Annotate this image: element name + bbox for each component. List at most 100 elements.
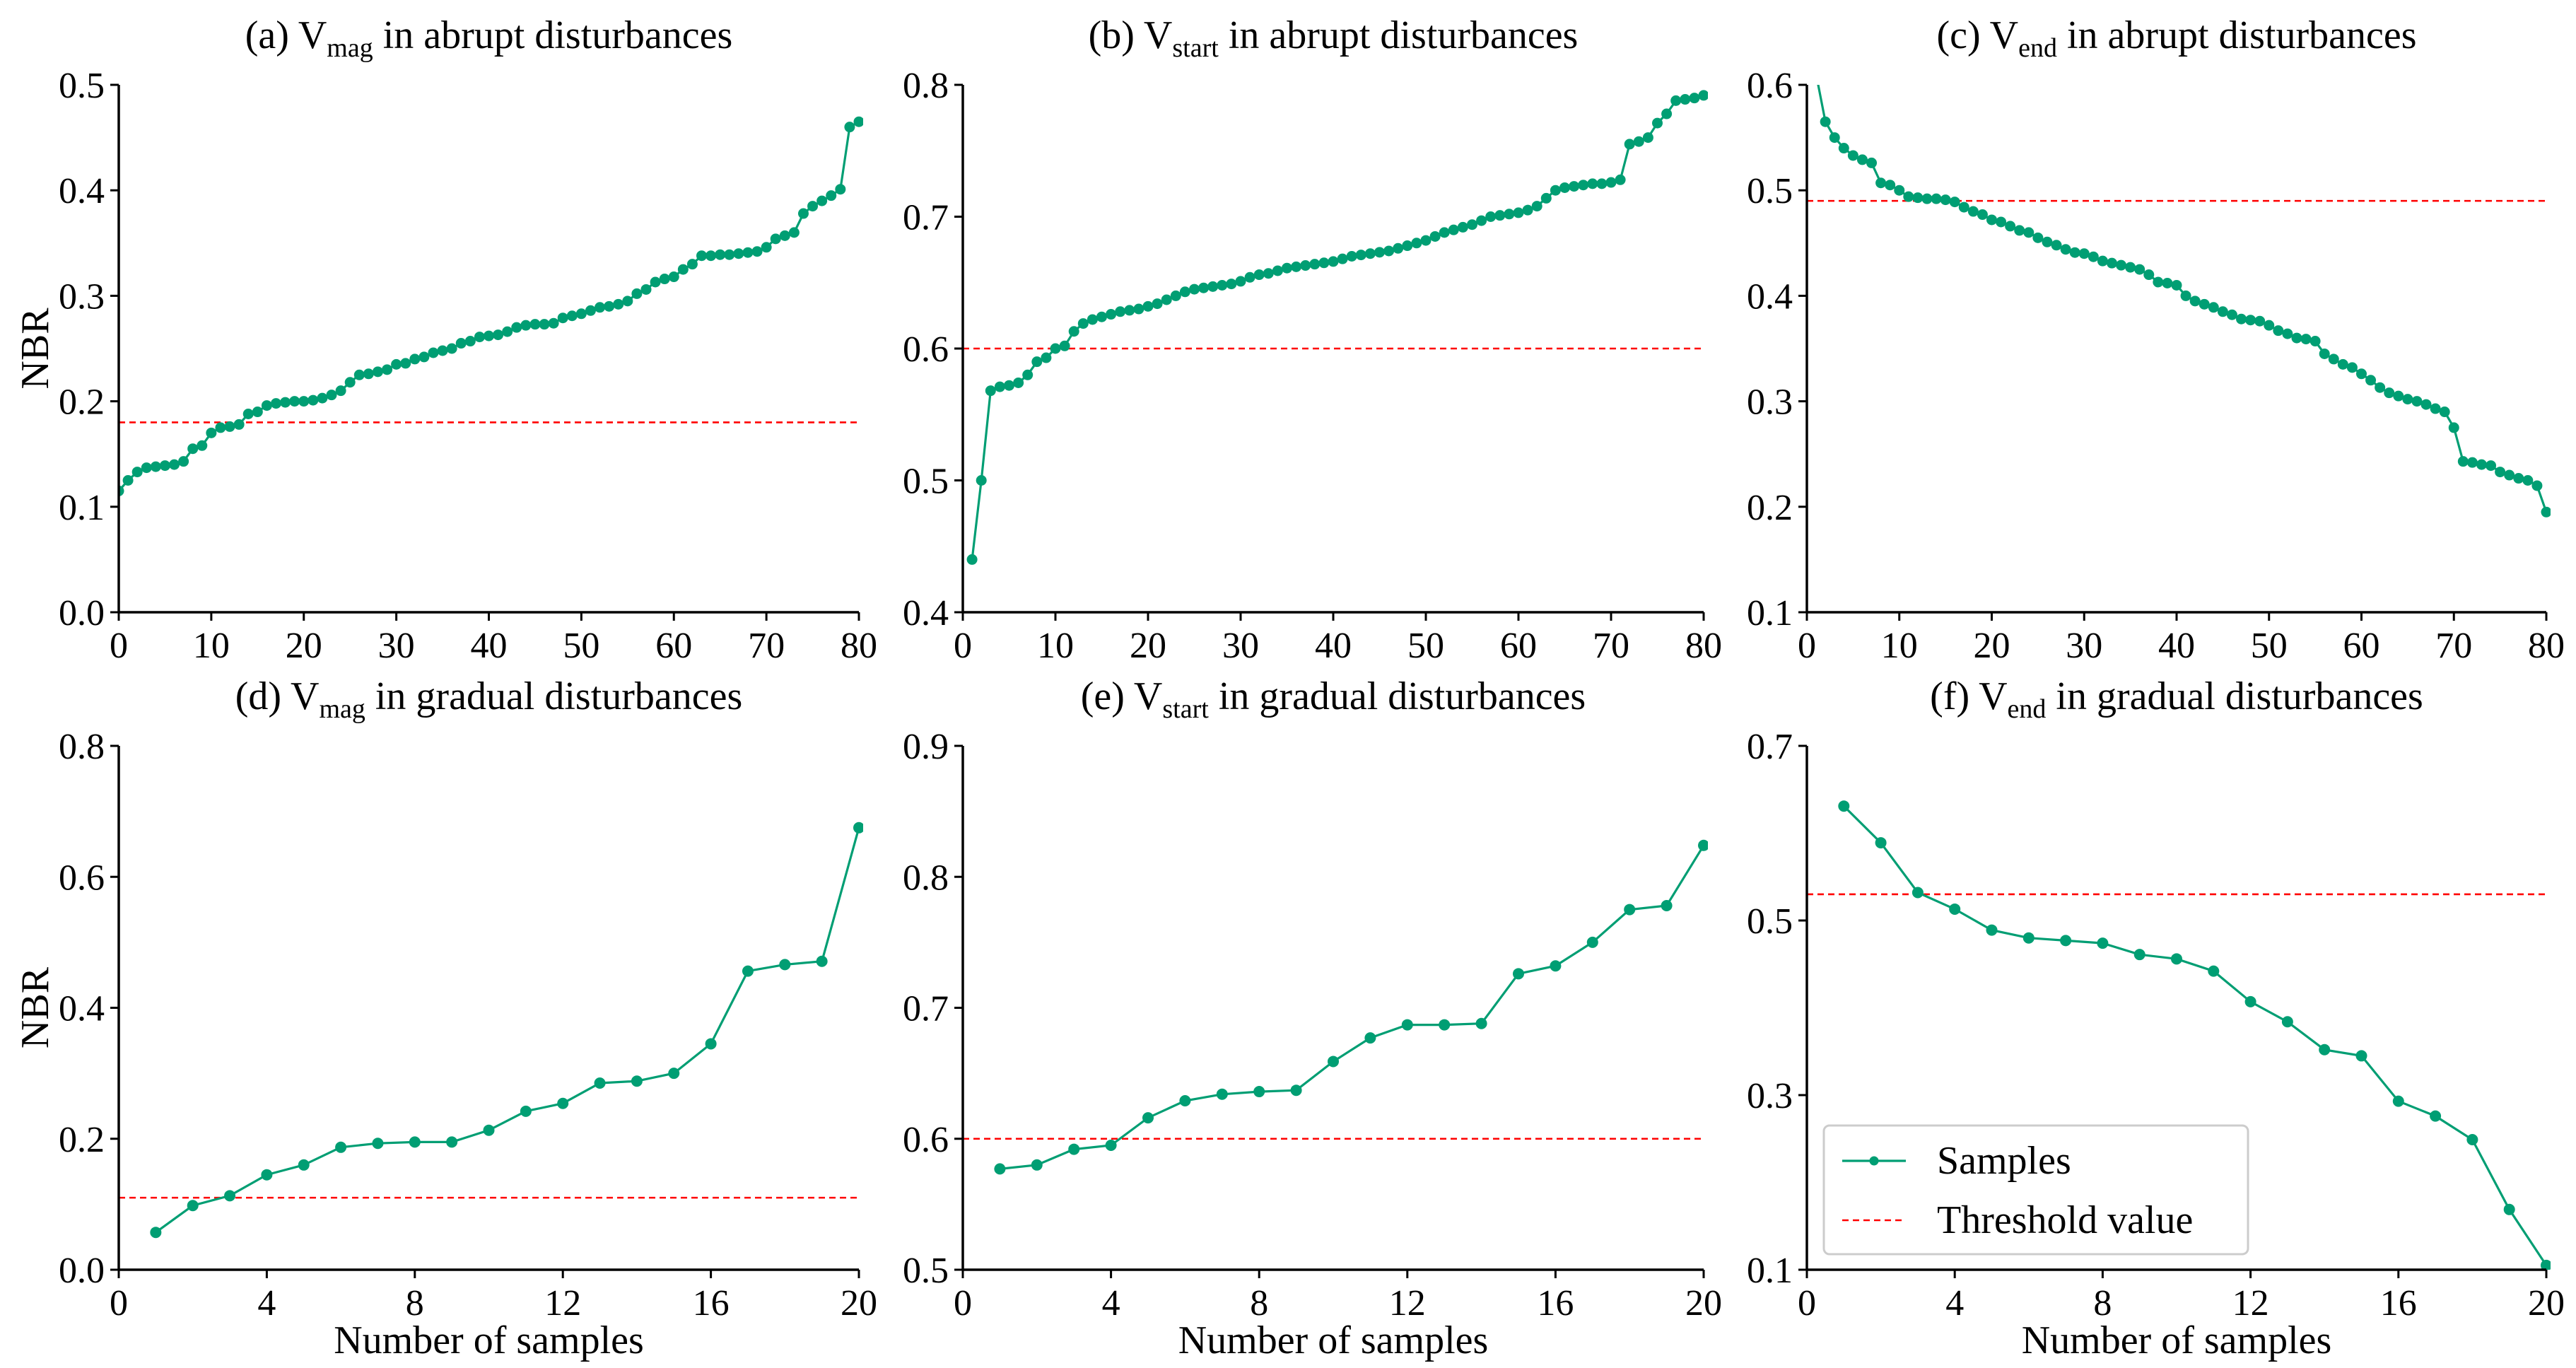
panel-b-point [1569, 181, 1580, 192]
panel-a-y-tick-label: 0.5 [59, 66, 105, 106]
panel-c-point [2060, 244, 2071, 255]
panel-c-x-tick-label: 80 [2528, 626, 2565, 666]
panel-b-point [1013, 377, 1024, 388]
legend-samples-label: Samples [1937, 1139, 2071, 1183]
panel-c-point [1996, 216, 2007, 228]
panel-b: (b) Vstart in abrupt disturbances 0 10 20 30… [903, 13, 1722, 666]
panel-c-point [1921, 193, 1933, 204]
panel-d-ylabel: NBR [13, 966, 57, 1048]
panel-a-point [122, 475, 134, 486]
panel-b-point [1226, 279, 1237, 290]
panel-e-x-tick-label: 4 [1102, 1283, 1120, 1323]
panel-a-point [686, 259, 698, 270]
panel-d-y-tick-label: 0.8 [59, 727, 105, 767]
panel-f-x-tick-label: 4 [1945, 1283, 1964, 1323]
panel-f-point [2171, 953, 2182, 965]
panel-c-point [2328, 353, 2339, 365]
panel-d-point [742, 965, 754, 977]
panel-c-point [2402, 394, 2413, 405]
panel-c-x-tick-label: 60 [2343, 626, 2380, 666]
panel-f-x-tick-label: 0 [1798, 1283, 1816, 1323]
panel-c-point [1820, 116, 1831, 127]
panel-f-x-tick-label: 20 [2528, 1283, 2565, 1323]
panel-d-point [483, 1124, 495, 1136]
panel-c-point [2162, 277, 2173, 288]
panel-a-point [724, 249, 735, 260]
panel-d-point [150, 1227, 162, 1239]
panel-a-y-tick-label: 0.1 [59, 488, 105, 528]
panel-b-point [1207, 281, 1219, 292]
panel-a-point [797, 208, 809, 219]
panel-e-point [1550, 960, 1562, 972]
panel-a-point [335, 385, 346, 397]
panel-c-point [1894, 185, 1905, 196]
panel-c-y-tick-label: 0.5 [1747, 171, 1793, 211]
panel-b-y-tick-label: 0.4 [903, 593, 949, 633]
panel-b-point [1448, 224, 1459, 235]
panel-e-y-tick-label: 0.5 [903, 1251, 949, 1291]
panel-a-y-tick-label: 0.4 [59, 171, 105, 211]
panel-d-y-tick-label: 0.6 [59, 858, 105, 898]
panel-b-point [1337, 253, 1348, 264]
panel-c-point [2337, 358, 2348, 370]
panel-a-point [493, 329, 504, 341]
panel-c: (c) Vend in abrupt disturbances 0 10 20 30 40… [1747, 13, 2565, 666]
panel-a-point [298, 396, 310, 407]
panel-b-point [1300, 260, 1311, 271]
panel-c-y-tick-label: 0.4 [1747, 276, 1793, 317]
panel-c-point [2541, 506, 2551, 518]
panel-b-point [1383, 245, 1395, 257]
panel-c-point [2014, 225, 2025, 236]
panel-d-point [372, 1138, 384, 1150]
panel-e-point [1105, 1140, 1117, 1152]
panel-a-point [280, 397, 291, 408]
panel-c-point [2531, 480, 2543, 491]
panel-c-point [2522, 475, 2534, 486]
panel-a-point [233, 419, 245, 430]
panel-b-point [1133, 303, 1144, 315]
panel-a-point [557, 312, 568, 324]
panel-f-x-tick-label: 8 [2093, 1283, 2112, 1323]
panel-c-point [2088, 251, 2099, 262]
panel-c-point [2346, 362, 2358, 373]
legend-threshold-label: Threshold value [1937, 1198, 2193, 1242]
panel-a-point [242, 409, 254, 420]
panel-c-point [2097, 255, 2108, 267]
panel-b-x-tick-label: 80 [1685, 626, 1722, 666]
panel-c-x-tick-label: 10 [1881, 626, 1918, 666]
panel-c-point [2217, 306, 2228, 317]
panel-c-point [2375, 382, 2386, 393]
panel-a-point [613, 298, 624, 310]
panel-f-series [1838, 800, 2551, 1270]
panel-c-point [1940, 194, 1951, 206]
panel-a-point [400, 358, 411, 369]
panel-f-point [1949, 903, 1961, 915]
panel-c-point [1866, 157, 1878, 168]
panel-a-point [770, 233, 781, 245]
panel-e-point [1698, 839, 1708, 851]
panel-f-point [2541, 1259, 2551, 1270]
panel-b-x-tick-label: 30 [1222, 626, 1259, 666]
panel-f-point [1875, 837, 1887, 849]
panel-f-point [2133, 949, 2145, 961]
panel-e-series [994, 839, 1708, 1175]
panel-c-point [1949, 197, 1960, 208]
panel-b-point [1198, 282, 1210, 293]
panel-b-point [1355, 250, 1366, 261]
panel-a-y-tick-label: 0.0 [59, 593, 105, 633]
panel-e-point [1586, 936, 1598, 948]
panel-d-x-tick-label: 12 [544, 1283, 581, 1323]
panel-b-point [976, 475, 987, 486]
panel-b-point [1022, 369, 1034, 380]
panel-b-point [1559, 182, 1570, 193]
panel-c-point [2365, 375, 2377, 386]
panel-b-point [1633, 136, 1644, 147]
panel-e-x-tick-label: 0 [954, 1283, 972, 1323]
panel-d-x-tick-label: 16 [693, 1283, 730, 1323]
panel-b-x-tick-label: 10 [1037, 626, 1074, 666]
panel-a-point [197, 440, 208, 451]
panel-b-x-tick-label: 50 [1407, 626, 1444, 666]
panel-b-x-tick-label: 40 [1315, 626, 1352, 666]
panel-a-point [761, 242, 772, 253]
panel-c-point [2032, 232, 2044, 243]
